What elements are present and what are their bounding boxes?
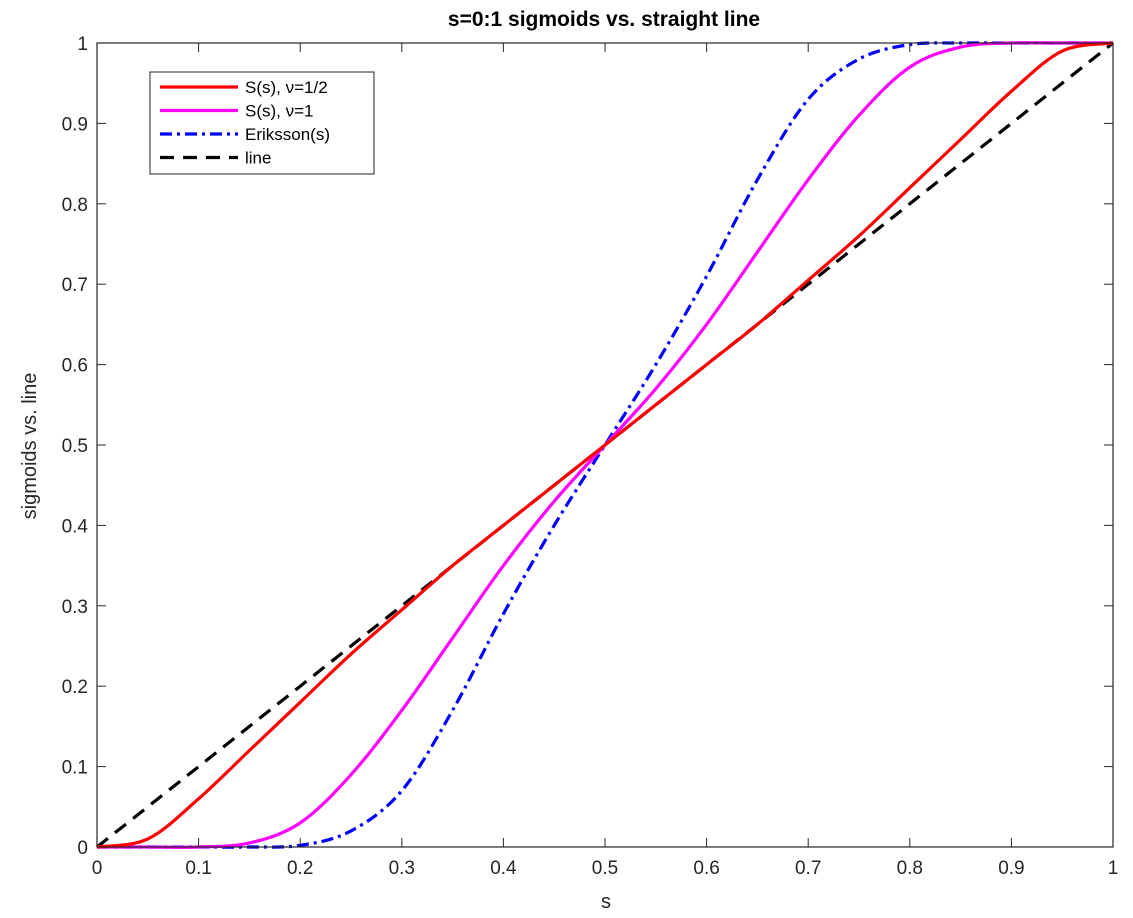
- x-tick-label: 0.8: [897, 858, 923, 879]
- y-tick-label: 1: [77, 34, 88, 55]
- x-tick-label: 0: [92, 858, 103, 879]
- chart-title: s=0:1 sigmoids vs. straight line: [448, 8, 760, 31]
- y-axis-label: sigmoids vs. line: [19, 373, 41, 520]
- y-tick-label: 0.3: [62, 597, 88, 618]
- legend: S(s), ν=1/2 S(s), ν=1 Eriksson(s) line: [149, 71, 375, 175]
- y-tick-label: 0.7: [62, 275, 88, 296]
- x-tick-label: 0.2: [287, 858, 313, 879]
- x-axis-label: s: [601, 891, 611, 913]
- y-tick-label: 0.6: [62, 356, 88, 377]
- x-tick-label: 1: [1108, 858, 1119, 879]
- y-tick-label: 0.9: [62, 114, 88, 135]
- x-tick-label: 0.3: [389, 858, 415, 879]
- y-tick-label: 0.5: [62, 436, 88, 457]
- x-tick-label: 0.9: [998, 858, 1024, 879]
- x-tick-label: 0.5: [592, 858, 618, 879]
- x-tick-label: 0.6: [693, 858, 719, 879]
- x-tick-label: 0.4: [490, 858, 517, 879]
- legend-label: Eriksson(s): [245, 125, 330, 144]
- x-tick-label: 0.1: [185, 858, 211, 879]
- x-axis-ticks: 0 0.1 0.2 0.3 0.4 0.5 0.6 0.7 0.8 0.9 1: [92, 43, 1119, 879]
- y-tick-label: 0: [77, 838, 88, 859]
- y-axis-ticks: 0 0.1 0.2 0.3 0.4 0.5 0.6 0.7 0.8 0.9 1: [62, 34, 1113, 859]
- y-tick-label: 0.1: [62, 758, 88, 779]
- legend-label: S(s), ν=1: [245, 102, 314, 121]
- y-tick-label: 0.2: [62, 677, 88, 698]
- y-tick-label: 0.4: [62, 516, 89, 537]
- legend-label: S(s), ν=1/2: [245, 78, 328, 97]
- y-tick-label: 0.8: [62, 195, 88, 216]
- x-tick-label: 0.7: [795, 858, 821, 879]
- series-line-s-s-1-2: [96, 41, 1114, 849]
- legend-label: line: [245, 149, 271, 168]
